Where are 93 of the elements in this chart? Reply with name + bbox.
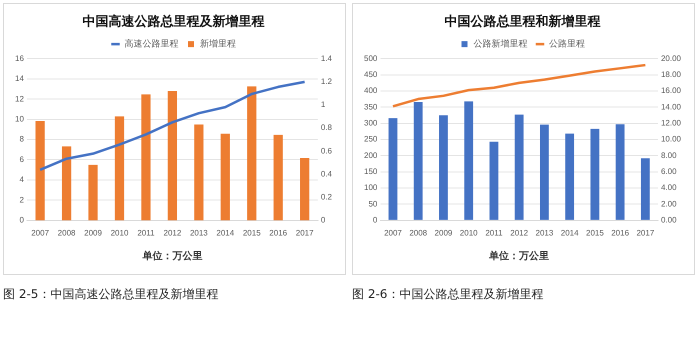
y-tick-label: 450: [364, 70, 378, 79]
y2-tick-label: 0.00: [660, 216, 678, 225]
bar: [35, 121, 45, 220]
bar: [514, 114, 524, 220]
legend-label: 公路里程: [549, 38, 585, 49]
x-tick-label: 2012: [163, 228, 182, 238]
y-tick-label: 16: [14, 54, 24, 63]
y2-tick-label: 14.00: [660, 102, 682, 112]
bar: [590, 128, 600, 220]
x-tick-label: 2016: [611, 228, 630, 238]
y2-tick-label: 1.4: [320, 54, 333, 63]
y-tick-label: 400: [364, 86, 378, 96]
y-tick-label: 300: [364, 118, 378, 128]
bar: [388, 118, 398, 220]
x-tick-label: 2015: [586, 228, 604, 238]
y2-tick-label: 2.00: [660, 199, 678, 208]
x-tick-label: 2015: [242, 228, 262, 238]
bar: [490, 142, 498, 220]
y2-tick-label: 10.00: [660, 134, 682, 144]
y2-tick-label: 4.00: [660, 183, 678, 192]
x-tick-label: 2009: [84, 228, 102, 238]
y2-tick-label: 1: [320, 100, 326, 110]
x-tick-label: 2007: [384, 228, 402, 238]
bar: [62, 146, 72, 220]
y2-tick-label: 6.00: [660, 167, 678, 176]
y-tick-label: 6: [19, 154, 24, 164]
bar: [616, 124, 625, 220]
bar: [274, 134, 283, 220]
x-tick-label: 2011: [137, 228, 156, 238]
x-tick-label: 2010: [110, 228, 129, 238]
y2-tick-label: 20.00: [660, 54, 682, 63]
bar: [247, 86, 256, 220]
chart-title: 中国公路总里程和新增里程: [444, 13, 600, 28]
bar: [540, 124, 549, 220]
x-tick-label: 2017: [636, 228, 655, 238]
x-tick-label: 2008: [58, 228, 76, 238]
y-tick-label: 8: [19, 134, 24, 144]
caption: 图 2-6：中国公路总里程及新增里程: [352, 286, 544, 303]
y-tick-label: 250: [364, 134, 378, 144]
y-tick-label: 350: [364, 102, 378, 112]
y-tick-label: 12: [14, 94, 24, 104]
bar: [464, 101, 474, 220]
y2-tick-label: 8.00: [660, 150, 678, 160]
y2-tick-label: 0.6: [320, 146, 333, 156]
caption: 图 2-5：中国高速公路总里程及新增里程: [3, 286, 220, 303]
bar: [220, 134, 230, 220]
x-tick-label: 2014: [216, 228, 235, 238]
y-tick-label: 10: [14, 114, 24, 124]
bar: [640, 158, 650, 220]
y-tick-label: 50: [368, 199, 378, 208]
y-tick-label: 14: [14, 74, 24, 84]
x-tick-label: 2007: [31, 228, 50, 238]
x-tick-label: 2008: [409, 228, 428, 238]
y2-tick-label: 16.00: [660, 86, 682, 96]
y-tick-label: 100: [364, 183, 378, 192]
y2-tick-label: 0.4: [320, 169, 333, 178]
y2-tick-label: 1.2: [320, 76, 333, 86]
bar: [114, 116, 124, 220]
x-tick-label: 2013: [190, 228, 208, 238]
y2-tick-label: 0.2: [320, 192, 333, 202]
y-tick-label: 0: [19, 216, 24, 225]
x-tick-label: 2011: [485, 228, 504, 238]
x-tick-label: 2017: [296, 228, 314, 238]
y2-tick-label: 0.8: [320, 123, 333, 132]
x-tick-label: 2009: [434, 228, 453, 238]
y-tick-label: 500: [364, 54, 378, 63]
y2-tick-label: 12.00: [660, 118, 682, 128]
y-tick-label: 2: [19, 195, 24, 204]
bar: [194, 124, 204, 220]
legend-label: 高速公路里程: [124, 38, 178, 49]
bar: [88, 164, 98, 220]
chart-title: 中国高速公路总里程及新增里程: [82, 13, 264, 28]
y2-tick-label: 18.00: [660, 70, 682, 79]
x-tick-label: 2014: [560, 228, 580, 238]
legend-label: 公路新增里程: [474, 38, 528, 49]
x-tick-label: 2016: [269, 228, 288, 238]
legend-label: 新增里程: [200, 38, 236, 49]
y2-tick-label: 0: [320, 216, 326, 225]
y-tick-label: 4: [19, 175, 24, 184]
x-tick-label: 2012: [510, 228, 529, 238]
bar: [439, 115, 448, 220]
x-axis-title: 单位：万公里: [141, 250, 202, 262]
y-tick-label: 150: [364, 167, 378, 176]
x-axis-title: 单位：万公里: [488, 250, 550, 262]
bar: [168, 90, 178, 220]
bar: [141, 94, 151, 220]
bar: [414, 102, 423, 220]
x-tick-label: 2013: [536, 228, 554, 238]
x-tick-label: 2010: [460, 228, 478, 238]
y-tick-label: 0: [372, 216, 378, 225]
bar: [300, 158, 310, 220]
bar: [565, 134, 574, 220]
y-tick-label: 200: [364, 150, 378, 160]
